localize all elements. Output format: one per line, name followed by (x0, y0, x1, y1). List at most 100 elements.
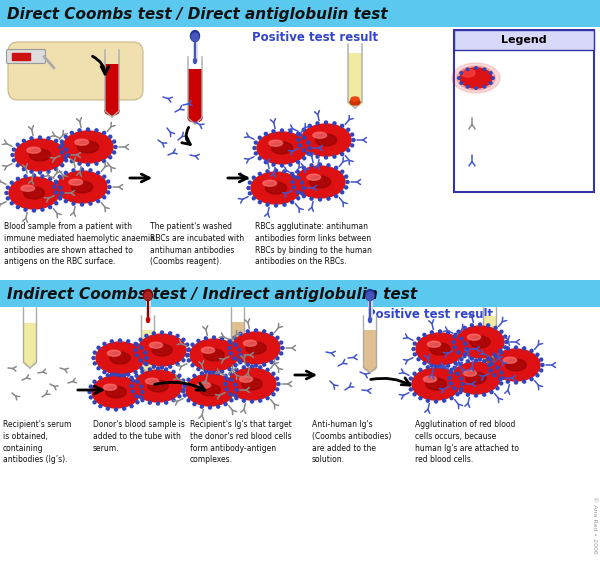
Circle shape (239, 332, 242, 335)
Circle shape (493, 374, 496, 377)
Circle shape (230, 399, 233, 402)
Circle shape (341, 191, 344, 194)
Circle shape (97, 367, 100, 370)
Circle shape (187, 348, 190, 352)
Circle shape (430, 331, 433, 334)
Circle shape (72, 169, 75, 172)
Circle shape (228, 367, 231, 371)
Circle shape (49, 177, 52, 180)
Circle shape (430, 364, 433, 367)
Circle shape (443, 399, 446, 402)
Circle shape (265, 160, 268, 164)
Circle shape (228, 347, 231, 350)
Circle shape (235, 389, 238, 392)
Text: Agglutination of red blood
cells occurs, because
human Ig's are attached to
red : Agglutination of red blood cells occurs,… (415, 420, 519, 465)
Circle shape (131, 379, 134, 382)
Circle shape (463, 355, 466, 358)
Ellipse shape (470, 74, 482, 82)
Text: Positive test result: Positive test result (367, 308, 493, 321)
Circle shape (296, 191, 299, 194)
Circle shape (41, 208, 44, 211)
Ellipse shape (295, 166, 345, 198)
Ellipse shape (69, 179, 83, 185)
Text: The patient's washed
RBCs are incubated with
antihuman antibodies
(Coombs reagen: The patient's washed RBCs are incubated … (150, 222, 244, 266)
Circle shape (183, 384, 186, 388)
Circle shape (183, 383, 186, 386)
Ellipse shape (467, 334, 481, 340)
Ellipse shape (456, 326, 504, 358)
Circle shape (80, 203, 83, 206)
Circle shape (310, 164, 313, 167)
Circle shape (164, 368, 167, 371)
Ellipse shape (47, 76, 57, 84)
Circle shape (139, 359, 142, 362)
Circle shape (453, 346, 456, 349)
Circle shape (341, 125, 344, 127)
Circle shape (461, 383, 464, 385)
Circle shape (38, 171, 41, 174)
Ellipse shape (463, 370, 476, 376)
Circle shape (463, 327, 466, 329)
Circle shape (417, 337, 420, 340)
Circle shape (65, 159, 68, 162)
Text: Direct Coombs test / Direct antiglobulin test: Direct Coombs test / Direct antiglobulin… (7, 7, 388, 21)
Ellipse shape (484, 355, 497, 363)
Circle shape (251, 400, 254, 403)
Ellipse shape (190, 339, 238, 371)
Circle shape (281, 164, 284, 167)
FancyBboxPatch shape (0, 0, 600, 27)
Circle shape (93, 351, 96, 354)
Circle shape (217, 405, 220, 408)
Circle shape (16, 164, 19, 167)
Ellipse shape (134, 370, 182, 402)
Ellipse shape (63, 131, 113, 163)
Ellipse shape (193, 58, 197, 63)
Circle shape (459, 390, 462, 394)
Circle shape (97, 346, 100, 349)
Ellipse shape (92, 376, 140, 408)
Circle shape (296, 170, 299, 173)
Circle shape (205, 337, 208, 340)
Polygon shape (232, 322, 245, 359)
Circle shape (452, 341, 455, 343)
Circle shape (16, 206, 19, 209)
Circle shape (58, 196, 61, 199)
Circle shape (221, 370, 224, 373)
Circle shape (475, 67, 478, 70)
Ellipse shape (191, 33, 199, 41)
Circle shape (515, 381, 517, 384)
Circle shape (86, 128, 89, 131)
Circle shape (350, 133, 353, 136)
Circle shape (41, 175, 44, 178)
Text: Antihuman
antibody
(Coombs reagent): Antihuman antibody (Coombs reagent) (487, 148, 563, 179)
Ellipse shape (228, 368, 276, 400)
Circle shape (61, 140, 64, 143)
Ellipse shape (460, 68, 492, 88)
Circle shape (113, 140, 116, 143)
Circle shape (458, 77, 460, 79)
Circle shape (176, 362, 179, 366)
Circle shape (434, 400, 437, 403)
Circle shape (530, 350, 533, 352)
Circle shape (423, 362, 426, 365)
Circle shape (327, 197, 330, 200)
Ellipse shape (71, 181, 92, 193)
Circle shape (106, 374, 109, 377)
Circle shape (350, 144, 353, 147)
Polygon shape (364, 330, 377, 367)
Circle shape (434, 365, 437, 368)
Circle shape (347, 128, 350, 131)
Circle shape (266, 170, 269, 173)
Circle shape (303, 157, 306, 160)
Circle shape (135, 395, 138, 398)
Circle shape (500, 371, 503, 374)
Circle shape (259, 201, 262, 204)
Circle shape (182, 389, 185, 392)
Circle shape (496, 366, 499, 369)
Circle shape (122, 374, 125, 377)
Circle shape (109, 156, 112, 159)
Circle shape (417, 358, 420, 361)
Polygon shape (484, 316, 497, 359)
Circle shape (238, 348, 241, 351)
Circle shape (490, 72, 492, 74)
